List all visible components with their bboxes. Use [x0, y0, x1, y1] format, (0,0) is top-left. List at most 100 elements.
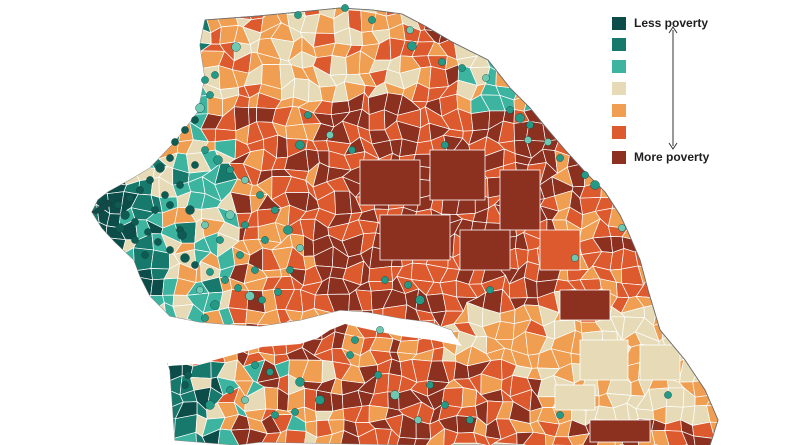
- locality-dot: [326, 131, 334, 139]
- district-cell: [540, 36, 559, 59]
- district-cell: [124, 40, 134, 59]
- district-cell: [264, 386, 279, 410]
- country-border: [204, 7, 719, 445]
- district-cell: [97, 100, 109, 114]
- district-cell: [108, 82, 123, 104]
- district-cell: [690, 290, 712, 311]
- locality-dot: [146, 176, 154, 184]
- legend: Less poverty More poverty: [612, 8, 792, 178]
- district-cell: [697, 219, 716, 239]
- district-cell: [118, 316, 138, 333]
- district-cell: [102, 415, 128, 436]
- district-cell: [92, 376, 112, 395]
- locality-dot: [368, 16, 376, 24]
- district-cell: [511, 8, 530, 33]
- district-cell: [666, 204, 685, 230]
- district-cell: [92, 268, 100, 279]
- locality-dot: [286, 266, 294, 274]
- district-cell: [484, 8, 498, 19]
- locality-dot: [441, 141, 449, 149]
- district-cell: [158, 53, 180, 74]
- district-cell: [105, 361, 123, 380]
- district-cell: [92, 155, 95, 167]
- district-cell: [484, 36, 506, 58]
- district-cell: [109, 8, 124, 19]
- district-cell: [675, 250, 698, 271]
- district-cell: [92, 363, 101, 384]
- district-cell: [525, 9, 546, 33]
- district-cell: [116, 148, 134, 169]
- district-cell: [711, 353, 718, 366]
- district-cell: [146, 140, 161, 160]
- large-district-cell: [559, 289, 611, 321]
- district-cell: [175, 8, 190, 19]
- district-cell: [529, 51, 544, 75]
- district-cell: [92, 221, 100, 245]
- locality-dot: [245, 291, 255, 301]
- district-cell: [584, 151, 604, 166]
- district-cell: [131, 120, 152, 146]
- district-cell: [131, 134, 150, 159]
- district-cell: [104, 250, 126, 265]
- district-cell: [92, 23, 93, 45]
- legend-label: More poverty: [634, 150, 710, 164]
- locality-dot: [404, 281, 412, 289]
- district-cell: [374, 428, 393, 445]
- locality-dot: [206, 268, 214, 276]
- locality-dot: [261, 236, 269, 244]
- district-cell: [566, 110, 590, 132]
- district-cell: [517, 51, 534, 75]
- district-cell: [461, 387, 478, 408]
- district-cell: [150, 249, 170, 270]
- district-cell: [144, 428, 169, 445]
- district-cell: [150, 363, 165, 384]
- locality-dot: [181, 126, 189, 134]
- locality-dot: [205, 400, 215, 410]
- district-cell: [692, 338, 715, 355]
- locality-dot: [341, 4, 349, 12]
- district-cell: [144, 8, 168, 18]
- locality-dot: [234, 284, 242, 292]
- district-cell: [117, 8, 139, 20]
- district-cell: [311, 433, 333, 445]
- district-cell: [150, 107, 166, 130]
- district-cell: [132, 55, 155, 75]
- locality-dot: [258, 296, 266, 304]
- district-cell: [95, 390, 112, 407]
- district-cell: [523, 93, 543, 112]
- district-cell: [134, 373, 154, 393]
- locality-dot: [544, 138, 552, 146]
- district-cell: [625, 176, 644, 202]
- district-cell: [536, 9, 559, 31]
- district-cell: [482, 13, 498, 34]
- district-cell: [476, 36, 486, 57]
- district-cell: [273, 8, 295, 15]
- district-cell: [92, 391, 99, 407]
- district-cell: [107, 391, 117, 406]
- district-cell: [204, 8, 217, 14]
- district-cell: [340, 430, 361, 445]
- district-cell: [116, 293, 134, 309]
- district-cell: [703, 235, 718, 251]
- district-cell: [538, 97, 559, 118]
- district-cell: [593, 22, 610, 40]
- locality-dot: [526, 121, 534, 129]
- district-cell: [92, 237, 97, 253]
- district-cell: [151, 25, 166, 47]
- locality-dot: [225, 210, 235, 220]
- district-cell: [105, 376, 118, 395]
- locality-dot: [226, 166, 234, 174]
- district-cell: [537, 55, 555, 74]
- district-cell: [188, 8, 211, 18]
- locality-dot: [196, 286, 204, 294]
- district-cell: [699, 347, 714, 369]
- district-cell: [540, 24, 559, 40]
- district-cell: [570, 126, 588, 144]
- district-cell: [683, 194, 701, 210]
- district-cell: [135, 92, 153, 117]
- locality-dot: [141, 251, 149, 259]
- district-cell: [664, 226, 685, 241]
- district-cell: [545, 433, 556, 445]
- district-cell: [517, 73, 530, 90]
- locality-dot: [251, 266, 259, 274]
